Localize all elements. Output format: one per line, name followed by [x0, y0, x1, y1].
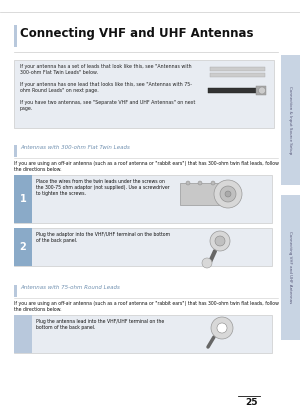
Circle shape — [259, 87, 266, 94]
Text: Connecting VHF and UHF Antennas: Connecting VHF and UHF Antennas — [289, 231, 292, 303]
Circle shape — [225, 191, 231, 197]
Bar — [256, 86, 266, 95]
Circle shape — [217, 323, 227, 333]
Circle shape — [210, 231, 230, 251]
Circle shape — [202, 258, 212, 268]
Text: Connecting VHF and UHF Antennas: Connecting VHF and UHF Antennas — [20, 27, 254, 40]
Bar — [14, 285, 17, 297]
Text: Plug the antenna lead into the VHF/UHF terminal on the
bottom of the back panel.: Plug the antenna lead into the VHF/UHF t… — [36, 319, 164, 330]
Bar — [281, 55, 300, 185]
Bar — [180, 183, 225, 205]
Text: If your antenna has one lead that looks like this, see "Antennas with 75-
ohm Ro: If your antenna has one lead that looks … — [20, 82, 192, 93]
Bar — [14, 175, 32, 223]
Text: If you have two antennas, see "Separate VHF and UHF Antennas" on next
page.: If you have two antennas, see "Separate … — [20, 100, 195, 111]
Bar — [281, 195, 300, 340]
Text: If you are using an off-air antenna (such as a roof antenna or "rabbit ears") th: If you are using an off-air antenna (suc… — [14, 161, 279, 172]
Bar — [14, 228, 32, 266]
Bar — [14, 315, 272, 353]
Circle shape — [220, 186, 236, 202]
Text: Antennas with 75-ohm Round Leads: Antennas with 75-ohm Round Leads — [20, 285, 120, 290]
Circle shape — [215, 236, 225, 246]
Text: Place the wires from the twin leads under the screws on
the 300-75 ohm adaptor (: Place the wires from the twin leads unde… — [36, 179, 169, 196]
Text: Antennas with 300-ohm Flat Twin Leads: Antennas with 300-ohm Flat Twin Leads — [20, 145, 130, 150]
Bar — [14, 175, 272, 223]
Bar — [14, 315, 32, 353]
Circle shape — [198, 181, 202, 185]
Bar — [14, 228, 272, 266]
Bar — [210, 73, 265, 77]
Text: 2: 2 — [20, 242, 26, 252]
Text: Plug the adaptor into the VHF/UHF terminal on the bottom
of the back panel.: Plug the adaptor into the VHF/UHF termin… — [36, 232, 170, 243]
Circle shape — [211, 317, 233, 339]
Text: If you are using an off-air antenna (such as a roof antenna or "rabbit ears") th: If you are using an off-air antenna (suc… — [14, 301, 279, 312]
Bar — [14, 145, 17, 157]
Circle shape — [211, 181, 215, 185]
Circle shape — [186, 181, 190, 185]
Bar — [208, 88, 258, 93]
Bar — [14, 25, 17, 47]
Text: If your antenna has a set of leads that look like this, see "Antennas with
300-o: If your antenna has a set of leads that … — [20, 64, 192, 75]
Text: 1: 1 — [20, 194, 26, 204]
Text: 25: 25 — [245, 398, 257, 407]
Circle shape — [214, 180, 242, 208]
Bar — [210, 67, 265, 71]
Text: Connection & Input Source Setup: Connection & Input Source Setup — [289, 86, 292, 154]
Bar — [14, 60, 274, 128]
